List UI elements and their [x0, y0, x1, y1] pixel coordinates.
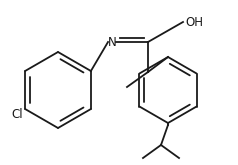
Text: Cl: Cl: [11, 108, 23, 120]
Text: OH: OH: [185, 16, 203, 29]
Text: N: N: [108, 35, 116, 49]
